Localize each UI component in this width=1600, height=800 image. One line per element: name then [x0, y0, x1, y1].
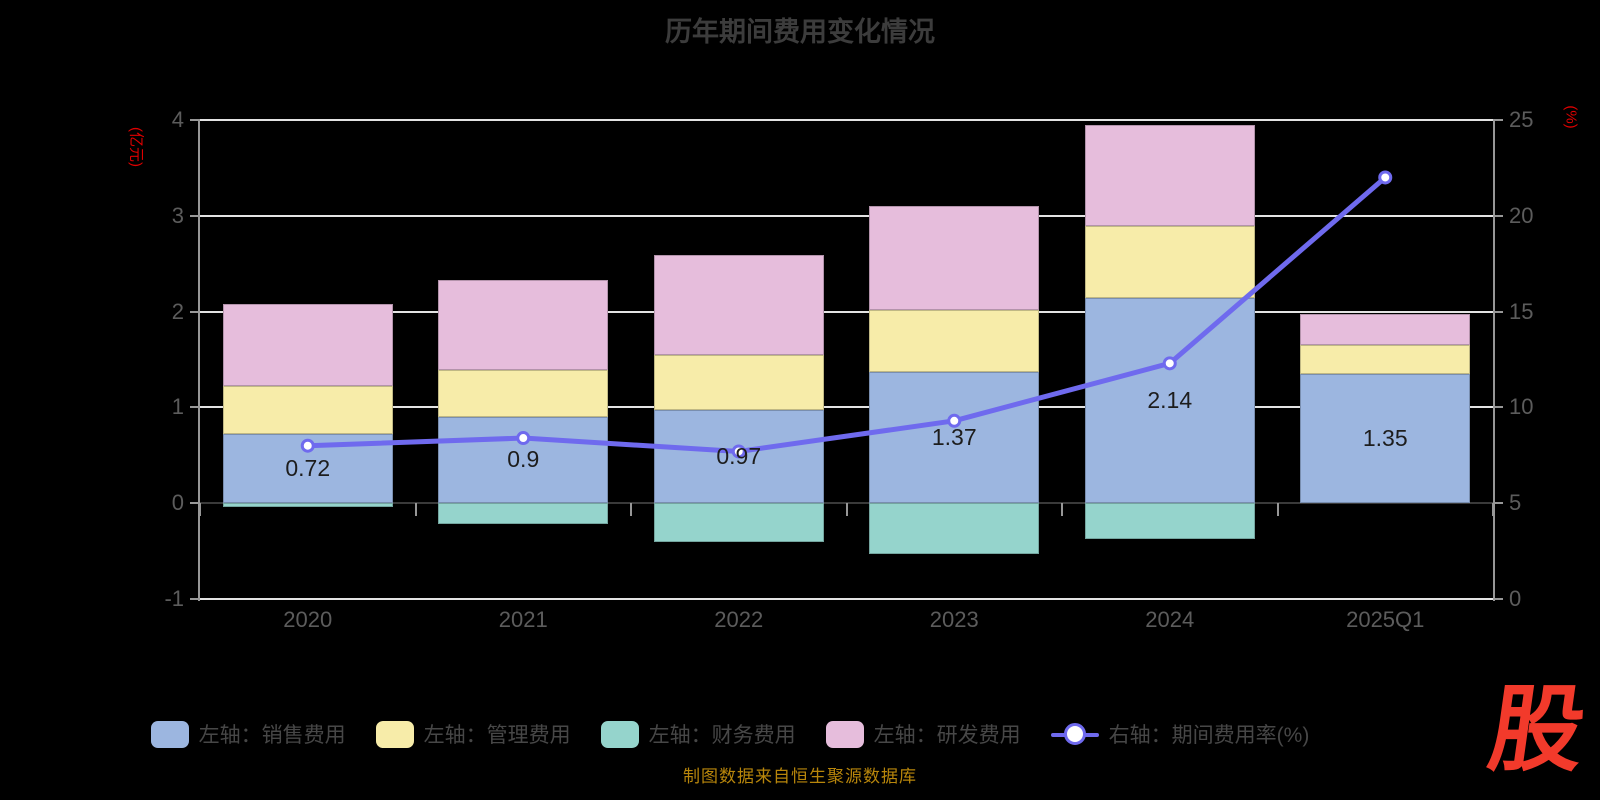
y-axis-tick-label-right: 15 — [1509, 298, 1534, 324]
x-axis-tick — [199, 503, 201, 517]
bar-value-label: 0.97 — [716, 442, 762, 469]
bar-segment-financial[interactable] — [438, 503, 609, 525]
line-point-marker[interactable] — [516, 431, 531, 446]
y-axis-tick-label-right: 5 — [1509, 490, 1522, 516]
legend-item[interactable]: 左轴：研发费用 — [825, 719, 1021, 749]
x-axis-label: 2022 — [714, 607, 764, 632]
right-axis-tick — [1493, 310, 1503, 313]
right-axis-tick — [1493, 406, 1503, 409]
bar-segment-rnd[interactable] — [1084, 124, 1255, 227]
bar-value-label: 0.72 — [285, 454, 331, 481]
legend-label: 右轴：期间费用率(%) — [1108, 724, 1310, 747]
bar-segment-sales[interactable] — [1084, 298, 1255, 504]
bar-segment-management[interactable] — [1084, 226, 1255, 299]
x-axis-tick — [630, 503, 632, 517]
x-axis-label: 2024 — [1145, 607, 1195, 632]
x-axis-label: 2023 — [929, 607, 979, 632]
left-axis-line — [198, 120, 200, 601]
line-point-marker[interactable] — [1162, 356, 1177, 371]
left-axis-tick — [190, 598, 200, 600]
x-axis-tick — [1061, 503, 1063, 517]
line-point-marker[interactable] — [731, 444, 746, 459]
left-axis-tick — [190, 119, 200, 121]
bar-segment-management[interactable] — [869, 309, 1040, 372]
x-axis-tick — [414, 503, 417, 517]
bar-segment-management[interactable] — [222, 386, 393, 435]
left-axis-tick — [190, 310, 200, 313]
right-axis-line — [1493, 120, 1495, 601]
x-axis-tick — [845, 503, 848, 517]
brand-logo: 股 — [1482, 677, 1592, 782]
grid-line — [200, 119, 1493, 121]
right-axis-tick — [1493, 598, 1503, 600]
bar-segment-financial[interactable] — [222, 503, 393, 508]
data-source-note: 制图数据来自恒生聚源数据库 — [683, 767, 917, 786]
bar-segment-financial[interactable] — [1084, 503, 1255, 539]
left-axis-tick — [190, 502, 200, 505]
legend-item[interactable]: 左轴：销售费用 — [150, 719, 346, 749]
y-axis-tick-label-left: 4 — [171, 107, 184, 132]
legend-swatch-icon — [600, 720, 639, 748]
x-axis-label: 2020 — [283, 607, 333, 632]
y-axis-tick-label-right: 10 — [1509, 394, 1534, 420]
bar-segment-financial[interactable] — [653, 503, 824, 543]
right-axis-tick — [1493, 214, 1503, 217]
grid-line — [200, 310, 1493, 313]
line-point-marker[interactable] — [947, 413, 962, 428]
bar-segment-sales[interactable] — [869, 371, 1040, 504]
grid-line — [200, 598, 1493, 600]
legend-item[interactable]: 左轴：管理费用 — [375, 719, 571, 749]
y-axis-tick-label-right: 25 — [1509, 107, 1534, 132]
expense-ratio-line-layer — [300, 170, 1393, 459]
y-axis-tick-label-left: 2 — [171, 298, 184, 324]
bar-segment-rnd[interactable] — [1300, 313, 1471, 346]
bar-value-label: 1.35 — [1362, 424, 1408, 451]
left-axis-tick — [190, 214, 200, 217]
bar-value-label: 2.14 — [1147, 386, 1193, 413]
legend-label: 左轴：管理费用 — [423, 724, 571, 747]
y-axis-tick-label-left: 0 — [171, 490, 184, 516]
bar-segment-sales[interactable] — [1300, 373, 1471, 504]
bar-segment-management[interactable] — [438, 370, 609, 417]
legend-label: 左轴：财务费用 — [648, 724, 796, 747]
legend-item[interactable]: 右轴：期间费用率(%) — [1050, 719, 1310, 749]
legend-swatch-icon — [375, 720, 414, 748]
legend-label: 左轴：研发费用 — [873, 724, 1021, 747]
legend-line-marker-icon — [1050, 721, 1099, 748]
left-axis-tick — [190, 406, 200, 409]
x-axis-tick — [1492, 503, 1494, 517]
right-axis-tick — [1493, 502, 1503, 505]
y-axis-tick-label-left: -1 — [164, 586, 184, 611]
x-axis-tick — [1276, 503, 1279, 517]
bar-segment-rnd[interactable] — [653, 255, 824, 355]
legend-item[interactable]: 左轴：财务费用 — [600, 719, 796, 749]
bar-segment-rnd[interactable] — [222, 303, 393, 387]
line-point-marker[interactable] — [300, 438, 315, 453]
bar-segment-management[interactable] — [653, 354, 824, 411]
chart-title: 历年期间费用变化情况 — [665, 17, 935, 47]
bar-segment-rnd[interactable] — [438, 279, 609, 371]
right-axis-tick — [1493, 119, 1503, 121]
legend: 左轴：销售费用 左轴：管理费用 左轴：财务费用 左轴：研发费用 右轴：期间费用率(%) — [0, 710, 1460, 758]
bar-segment-financial[interactable] — [869, 503, 1040, 554]
x-axis-label: 2025Q1 — [1346, 607, 1425, 632]
bar-value-label: 1.37 — [931, 423, 977, 450]
grid-line — [200, 406, 1493, 409]
legend-swatch-icon — [150, 720, 189, 748]
grid-line — [200, 214, 1493, 217]
x-axis-label: 2021 — [498, 607, 548, 632]
y-axis-tick-label-right: 0 — [1509, 586, 1522, 611]
legend-swatch-icon — [825, 720, 864, 748]
legend-label: 左轴：销售费用 — [198, 724, 346, 747]
expense-ratio-line — [307, 175, 1387, 454]
bar-value-label: 0.9 — [507, 446, 540, 473]
line-point-marker[interactable] — [1378, 170, 1393, 185]
bar-segment-rnd[interactable] — [869, 206, 1040, 310]
y-axis-tick-label-right: 20 — [1509, 202, 1534, 228]
y-axis-tick-label-left: 3 — [171, 202, 184, 228]
y-axis-tick-label-left: 1 — [171, 394, 184, 420]
bar-segment-management[interactable] — [1300, 345, 1471, 374]
